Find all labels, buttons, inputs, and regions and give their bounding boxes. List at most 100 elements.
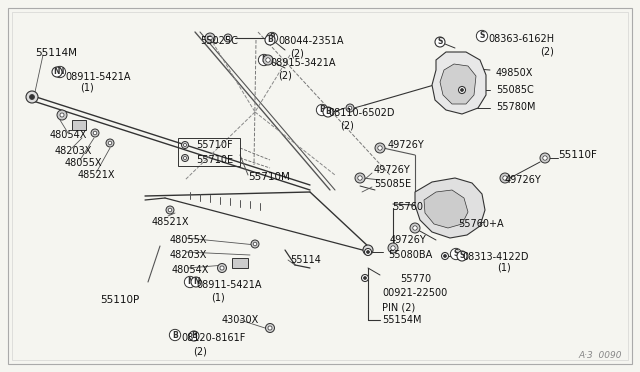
- Text: (1): (1): [211, 293, 225, 303]
- Text: 55770: 55770: [400, 274, 431, 284]
- Circle shape: [358, 176, 362, 180]
- Text: 49726Y: 49726Y: [388, 140, 425, 150]
- Circle shape: [168, 208, 172, 212]
- Text: N: N: [57, 67, 63, 77]
- Circle shape: [166, 206, 174, 214]
- Polygon shape: [415, 178, 485, 238]
- Text: 55154M: 55154M: [382, 315, 422, 325]
- Bar: [72, 120, 86, 130]
- Text: B: B: [325, 108, 331, 116]
- Text: (1): (1): [80, 82, 93, 92]
- Text: 08363-6162H: 08363-6162H: [488, 34, 554, 44]
- Text: 55085E: 55085E: [374, 179, 411, 189]
- Text: S: S: [460, 251, 465, 260]
- Text: N: N: [54, 67, 60, 77]
- Text: 08911-5421A: 08911-5421A: [65, 72, 131, 82]
- Text: N: N: [193, 278, 199, 286]
- Bar: [178, 138, 240, 166]
- Circle shape: [224, 34, 232, 42]
- Text: (2): (2): [290, 48, 304, 58]
- Text: 49726Y: 49726Y: [505, 175, 541, 185]
- Circle shape: [108, 141, 112, 145]
- Text: 55760: 55760: [392, 202, 423, 212]
- Text: 55114M: 55114M: [35, 48, 77, 58]
- Text: 55710F: 55710F: [196, 140, 232, 150]
- Text: B: B: [267, 35, 273, 45]
- Text: 08915-3421A: 08915-3421A: [270, 58, 335, 68]
- Circle shape: [184, 144, 186, 147]
- Circle shape: [182, 141, 189, 148]
- Text: 08120-8161F: 08120-8161F: [181, 333, 245, 343]
- Circle shape: [365, 248, 371, 256]
- Text: 08044-2351A: 08044-2351A: [278, 36, 344, 46]
- Circle shape: [93, 131, 97, 135]
- Text: 43030X: 43030X: [222, 315, 259, 325]
- Text: S: S: [437, 38, 443, 46]
- Circle shape: [391, 246, 396, 250]
- Text: N: N: [260, 55, 268, 64]
- Circle shape: [355, 173, 365, 183]
- Text: 48054X: 48054X: [172, 265, 209, 275]
- Circle shape: [378, 146, 382, 150]
- Circle shape: [367, 250, 369, 253]
- Text: 49850X: 49850X: [496, 68, 533, 78]
- Circle shape: [57, 110, 67, 120]
- Text: (2): (2): [540, 47, 554, 57]
- Circle shape: [253, 242, 257, 246]
- Text: 55710M: 55710M: [248, 172, 290, 182]
- Circle shape: [266, 324, 275, 333]
- Polygon shape: [432, 52, 486, 114]
- Text: 00921-22500: 00921-22500: [382, 288, 447, 298]
- Text: (2): (2): [340, 120, 354, 130]
- Circle shape: [60, 113, 64, 117]
- Text: 55110F: 55110F: [558, 150, 597, 160]
- Polygon shape: [424, 190, 468, 228]
- Circle shape: [91, 129, 99, 137]
- Circle shape: [29, 94, 35, 99]
- Circle shape: [26, 91, 38, 103]
- Text: 08110-6502D: 08110-6502D: [328, 108, 394, 118]
- Circle shape: [435, 37, 445, 47]
- Text: 55085C: 55085C: [496, 85, 534, 95]
- Text: 08911-5421A: 08911-5421A: [196, 280, 262, 290]
- Circle shape: [52, 67, 62, 77]
- Text: 49726Y: 49726Y: [374, 165, 411, 175]
- Circle shape: [268, 326, 272, 330]
- Circle shape: [457, 251, 467, 261]
- Circle shape: [323, 107, 333, 117]
- Text: 55780M: 55780M: [496, 102, 536, 112]
- Circle shape: [543, 156, 547, 160]
- Circle shape: [500, 173, 510, 183]
- Bar: [232, 258, 248, 268]
- Text: 08313-4122D: 08313-4122D: [462, 252, 529, 262]
- Text: (2): (2): [193, 346, 207, 356]
- Circle shape: [106, 139, 114, 147]
- Circle shape: [220, 266, 224, 270]
- Text: 48521X: 48521X: [78, 170, 115, 180]
- Circle shape: [251, 240, 259, 248]
- Circle shape: [346, 104, 354, 112]
- Circle shape: [348, 106, 352, 110]
- Text: S: S: [453, 250, 459, 259]
- Circle shape: [444, 254, 447, 257]
- Circle shape: [364, 276, 367, 279]
- Text: 55760+A: 55760+A: [458, 219, 504, 229]
- Circle shape: [410, 223, 420, 233]
- Circle shape: [413, 226, 417, 230]
- Text: 48054X: 48054X: [50, 130, 88, 140]
- Circle shape: [363, 245, 373, 255]
- Text: 49726Y: 49726Y: [390, 235, 427, 245]
- Text: B: B: [319, 106, 325, 115]
- Circle shape: [182, 154, 189, 161]
- Circle shape: [388, 243, 398, 253]
- Circle shape: [442, 253, 449, 260]
- Circle shape: [189, 331, 199, 341]
- Text: 48203X: 48203X: [55, 146, 92, 156]
- Text: N: N: [187, 278, 193, 286]
- Text: B: B: [172, 330, 178, 340]
- Circle shape: [218, 263, 227, 273]
- Polygon shape: [440, 64, 476, 104]
- Text: (1): (1): [497, 263, 511, 273]
- Text: B: B: [269, 33, 275, 42]
- Text: S: S: [479, 32, 484, 41]
